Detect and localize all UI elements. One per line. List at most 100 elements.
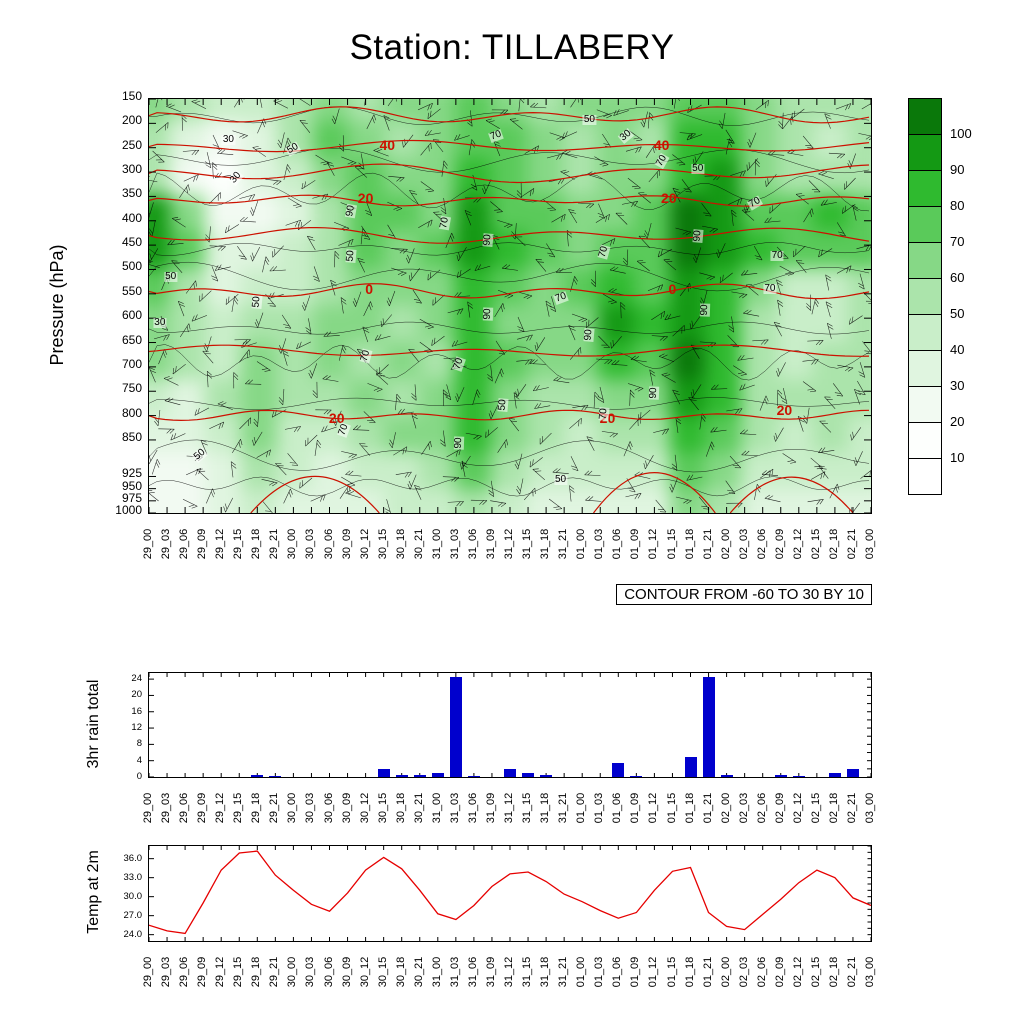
humidity-cell	[598, 341, 636, 381]
time-tick-label: 01_18	[683, 792, 696, 824]
time-tick-label: 31_21	[557, 528, 570, 560]
humidity-cell	[705, 99, 744, 123]
humidity-cell	[741, 231, 779, 271]
colorbar-tick-label: 80	[950, 198, 965, 213]
humidity-cell	[149, 157, 172, 197]
time-tick-label: 01_06	[611, 528, 624, 560]
time-tick-label: 02_12	[791, 528, 804, 560]
humidity-cell	[705, 415, 744, 455]
black-contour-label: 50	[164, 271, 178, 283]
humidity-cell	[491, 489, 529, 513]
colorbar-tick-label: 90	[950, 162, 965, 177]
humidity-cell	[812, 415, 851, 455]
time-tick-label: 02_00	[719, 528, 732, 560]
colorbar-tick-label: 100	[950, 126, 972, 141]
time-tick-label: 02_06	[755, 792, 768, 824]
humidity-cell	[169, 157, 208, 197]
time-tick-label: 31_15	[521, 956, 534, 988]
time-tick-label: 29_18	[250, 528, 263, 560]
time-tick-label: 02_21	[846, 528, 858, 560]
rain-tick-label: 0	[136, 771, 142, 782]
rain-axis-ticks-layer	[149, 673, 871, 777]
colorbar-swatch	[909, 243, 941, 279]
humidity-cell	[149, 99, 172, 123]
rain-bar	[774, 775, 787, 777]
colorbar-swatch	[909, 279, 941, 315]
pressure-tick-label: 925	[121, 466, 142, 481]
humidity-cell	[149, 489, 172, 513]
humidity-cell	[384, 489, 422, 513]
black-contour-label: 30	[227, 169, 244, 186]
pressure-tick-label: 300	[121, 162, 142, 177]
time-tick-label: 29_09	[196, 792, 209, 824]
pressure-tick-label: 700	[121, 356, 142, 371]
humidity-cell	[491, 305, 529, 344]
rain-bar	[847, 768, 859, 777]
time-tick-label: 31_09	[484, 528, 497, 560]
black-contour-label: 70	[487, 128, 504, 144]
humidity-cell	[348, 99, 386, 123]
humidity-cell	[312, 99, 351, 123]
time-tick-label: 01_15	[665, 956, 678, 988]
pressure-tick-label: 800	[121, 405, 142, 420]
humidity-cell	[562, 341, 601, 381]
temp-line-chart	[148, 845, 872, 942]
rain-tick-label: 16	[131, 705, 142, 717]
time-tick-label: 29_12	[214, 528, 227, 560]
humidity-cell	[741, 305, 779, 344]
black-contour-label: 90	[691, 228, 704, 243]
colorbar-swatch	[909, 387, 941, 423]
pressure-tick-label: 950	[121, 478, 142, 493]
time-tick-label: 02_09	[773, 792, 786, 824]
time-tick-label: 31_18	[539, 956, 552, 988]
humidity-cell	[455, 99, 494, 123]
time-tick-label: 29_15	[232, 956, 245, 988]
humidity-cell	[776, 305, 815, 344]
time-tick-label: 29_15	[232, 792, 245, 824]
time-tick-label: 29_21	[268, 792, 281, 824]
temp-tick-label: 24.0	[123, 928, 143, 940]
humidity-cell	[812, 378, 851, 418]
humidity-cell	[598, 452, 636, 492]
black-contour-label: 70	[336, 422, 351, 439]
time-tick-label: 30_15	[376, 792, 389, 824]
time-tick-label: 29_21	[268, 956, 281, 988]
black-contour-label: 90	[482, 307, 494, 321]
time-tick-label: 01_15	[665, 792, 678, 824]
time-tick-label: 30_18	[394, 528, 407, 560]
time-tick-label: 31_12	[503, 792, 515, 824]
humidity-cell	[848, 452, 871, 492]
rain-bar	[792, 776, 805, 777]
humidity-cell	[455, 157, 494, 197]
time-tick-label: 30_15	[376, 528, 389, 560]
humidity-cell	[455, 489, 494, 513]
humidity-cell	[562, 268, 601, 307]
humidity-cell	[312, 452, 351, 492]
red-contour-label: 40	[379, 136, 396, 153]
colorbar-swatch	[909, 171, 941, 207]
humidity-cell	[384, 305, 422, 344]
time-tick-label: 02_06	[755, 528, 768, 560]
humidity-cell	[491, 194, 529, 234]
rain-bar	[251, 775, 264, 777]
time-tick-label: 29_09	[196, 956, 209, 988]
rain-bar	[702, 677, 715, 777]
humidity-cell	[812, 305, 851, 344]
rain-tick-label: 4	[136, 754, 142, 766]
humidity-cell	[848, 120, 871, 160]
pressure-tick-label: 850	[121, 429, 142, 444]
colorbar-tick-label: 60	[950, 270, 965, 285]
time-tick-label: 02_06	[755, 956, 768, 988]
black-contour-label: 70	[596, 244, 611, 260]
time-tick-label: 01_03	[593, 792, 606, 824]
colorbar-labels: 100 90 80 70 60 50 40 30 20 10	[950, 0, 990, 1024]
time-tick-label: 02_15	[809, 792, 822, 824]
humidity-cell	[491, 157, 529, 197]
time-tick-label: 31_06	[466, 956, 479, 988]
rain-bar	[449, 677, 462, 777]
time-tick-label: 02_09	[773, 528, 786, 560]
humidity-cell	[812, 231, 851, 271]
temp-axis-label: Temp at 2m	[85, 850, 102, 934]
humidity-cell	[848, 489, 871, 513]
time-tick-label: 02_18	[827, 792, 840, 824]
